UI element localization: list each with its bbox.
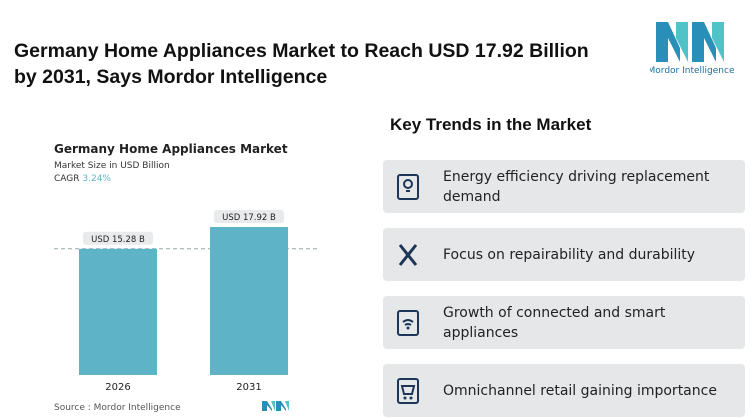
source: Source : Mordor Intelligence xyxy=(54,403,181,413)
chart-subtitle: Market Size in USD Billion xyxy=(54,161,170,171)
small-logo xyxy=(262,401,289,411)
cagr-label: CAGR xyxy=(54,174,80,184)
trend-card: Growth of connected and smart appliances xyxy=(383,296,745,349)
trends-title: Key Trends in the Market xyxy=(390,115,592,134)
cagr: CAGR 3.24% xyxy=(54,174,111,184)
trend-card: Focus on repairability and durability xyxy=(383,228,745,281)
value-label-box xyxy=(83,231,153,245)
page-title: Germany Home Appliances Market to Reach … xyxy=(14,40,589,88)
icon xyxy=(398,243,418,266)
x-tick-label: 2031 xyxy=(236,382,261,393)
x-tick-label: 2026 xyxy=(105,382,130,393)
bar xyxy=(79,248,157,375)
cagr-value: 3.24% xyxy=(82,174,111,184)
chart-title: Germany Home Appliances Market xyxy=(54,142,288,156)
icon xyxy=(397,309,419,336)
value-label: USD 17.92 B xyxy=(222,213,276,223)
trend-card: Omnichannel retail gaining importance xyxy=(383,364,745,417)
bar xyxy=(210,227,288,375)
logo: Mordor Intelligence xyxy=(650,22,735,76)
logo-text: Mordor Intelligence xyxy=(650,66,735,76)
trend-text: Omnichannel retail gaining importance xyxy=(443,382,717,399)
trend-text: Energy efficiency driving replacement de… xyxy=(443,168,710,205)
icon xyxy=(397,377,419,404)
icon xyxy=(397,173,419,200)
value-label: USD 15.28 B xyxy=(91,235,145,245)
trend-card: Energy efficiency driving replacement de… xyxy=(383,160,745,213)
trend-text: Focus on repairability and durability xyxy=(443,246,696,263)
value-label-box xyxy=(214,210,284,223)
chart: Germany Home Appliances Market Market Si… xyxy=(54,142,318,413)
trend-text: Growth of connected and smart appliances xyxy=(443,304,666,341)
